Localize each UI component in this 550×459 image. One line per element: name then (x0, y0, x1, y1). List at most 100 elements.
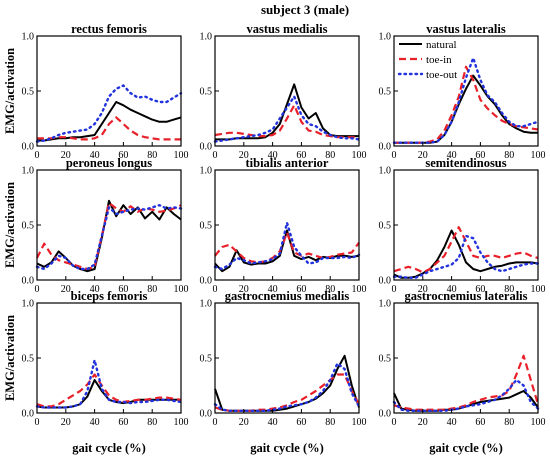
x-axis-label: gait cycle (%) (72, 441, 146, 455)
x-tick-label: 60 (296, 284, 306, 295)
x-tick-label: 100 (531, 284, 546, 295)
panel-vastus-medialis: vastus medialis 0 20 40 60 80 100 0.0 0.5 1.0 (200, 22, 367, 161)
series-line-toe-out (213, 221, 361, 271)
panel-title: semitendinosus (425, 156, 506, 170)
y-tick-label: 0.0 (200, 142, 213, 153)
x-tick-label: 80 (325, 417, 335, 428)
panel-title: rectus femoris (71, 22, 147, 36)
x-tick-label: 80 (325, 284, 335, 295)
x-tick-label: 60 (296, 150, 306, 161)
series-line-natural (394, 74, 538, 144)
x-tick-label: 100 (174, 150, 189, 161)
x-axis-label: gait cycle (%) (429, 441, 503, 455)
y-tick-label: 1.0 (379, 299, 392, 310)
x-tick-label: 40 (447, 417, 457, 428)
y-tick-label: 0.0 (22, 409, 35, 420)
x-tick-label: 40 (90, 417, 100, 428)
y-tick-label: 1.0 (200, 299, 213, 310)
y-tick-label: 0.0 (379, 409, 392, 420)
series-line-toe-out (35, 204, 183, 271)
x-tick-label: 20 (418, 150, 428, 161)
x-tick-label: 20 (61, 417, 71, 428)
x-tick-label: 20 (418, 284, 428, 295)
series-line-toe-out (392, 234, 540, 279)
x-tick-label: 0 (35, 284, 40, 295)
panel-title: gastrocnemius lateralis (404, 289, 527, 303)
series-line-toe-in (394, 65, 539, 144)
x-tick-label: 100 (174, 417, 189, 428)
series-line-toe-in (214, 104, 359, 139)
series-line-natural (214, 229, 360, 273)
y-tick-label: 1.0 (200, 32, 213, 43)
x-tick-label: 60 (475, 417, 485, 428)
plot-frame (36, 35, 182, 147)
x-tick-label: 40 (447, 150, 457, 161)
y-tick-label: 0.5 (379, 221, 392, 232)
panel-title: gastrocnemius medialis (225, 289, 350, 303)
y-tick-label: 0.0 (200, 276, 213, 287)
x-tick-label: 0 (392, 284, 397, 295)
x-tick-label: 80 (147, 417, 157, 428)
x-tick-label: 0 (392, 417, 397, 428)
panel-gastrocnemius-medialis: gastrocnemius medialis 0 20 40 60 80 100 0.0 0.5… (200, 289, 367, 428)
x-tick-label: 20 (239, 150, 249, 161)
y-tick-label: 0.5 (379, 87, 392, 98)
y-tick-label: 0.5 (379, 354, 392, 365)
y-tick-label: 1.0 (22, 299, 35, 310)
figure-title: subject 3 (male) (261, 2, 349, 17)
x-tick-label: 100 (352, 284, 367, 295)
plot-frame (36, 169, 182, 281)
x-tick-label: 100 (352, 150, 367, 161)
legend-label-toe-in: toe-in (426, 54, 452, 66)
y-tick-label: 1.0 (379, 32, 392, 43)
x-tick-label: 40 (268, 417, 278, 428)
x-tick-label: 0 (213, 417, 218, 428)
y-axis-label: EMG/activation (3, 315, 17, 401)
series-line-natural (215, 83, 359, 141)
y-tick-label: 1.0 (22, 166, 35, 177)
panel-vastus-lateralis: vastus lateralis 0 20 40 60 80 100 0.0 0.5 1.0 nat… (379, 22, 546, 161)
x-axis-label: gait cycle (%) (250, 441, 324, 455)
x-tick-label: 0 (392, 150, 397, 161)
series-line-toe-in (37, 116, 181, 141)
x-tick-label: 80 (504, 150, 514, 161)
y-tick-label: 0.0 (379, 276, 392, 287)
y-tick-label: 0.5 (22, 221, 35, 232)
y-tick-label: 0.0 (22, 276, 35, 287)
y-tick-label: 1.0 (379, 166, 392, 177)
x-tick-label: 60 (296, 417, 306, 428)
series-line-natural (393, 390, 539, 412)
y-tick-label: 0.5 (22, 354, 35, 365)
series-line-toe-out (392, 378, 540, 412)
x-tick-label: 20 (61, 150, 71, 161)
series-line-toe-out (35, 359, 183, 409)
y-tick-label: 1.0 (22, 32, 35, 43)
y-tick-label: 0.0 (379, 142, 392, 153)
y-tick-label: 0.0 (22, 142, 35, 153)
series-line-toe-out (213, 95, 361, 143)
x-tick-label: 80 (147, 150, 157, 161)
panel-tibialis-anterior: tibialis anterior 0 20 40 60 80 100 0.0 0.5 1.0 (200, 156, 367, 295)
series-line-toe-out (35, 84, 183, 143)
x-tick-label: 80 (504, 284, 514, 295)
x-tick-label: 100 (531, 417, 546, 428)
x-tick-label: 80 (147, 284, 157, 295)
x-tick-label: 100 (352, 417, 367, 428)
plot-frame (393, 302, 539, 414)
y-tick-label: 0.5 (200, 354, 213, 365)
x-tick-label: 80 (325, 150, 335, 161)
panel-semitendinosus: semitendinosus 0 20 40 60 80 100 0.0 0.5 1.0 (379, 156, 546, 295)
x-tick-label: 0 (35, 150, 40, 161)
x-tick-label: 40 (90, 284, 100, 295)
x-tick-label: 40 (268, 150, 278, 161)
panel-title: tibialis anterior (246, 156, 329, 170)
x-tick-label: 20 (418, 417, 428, 428)
y-axis-label: EMG/activation (3, 182, 17, 268)
panel-title: peroneus longus (66, 156, 152, 170)
legend-label-toe-out: toe-out (426, 69, 457, 81)
panel-gastrocnemius-lateralis: gastrocnemius lateralis 0 20 40 60 80 100 0.0 0.… (379, 289, 546, 428)
y-tick-label: 0.0 (200, 409, 213, 420)
series-line-toe-in (393, 226, 539, 274)
legend: natural toe-in toe-out (397, 39, 457, 81)
y-tick-label: 1.0 (200, 166, 213, 177)
